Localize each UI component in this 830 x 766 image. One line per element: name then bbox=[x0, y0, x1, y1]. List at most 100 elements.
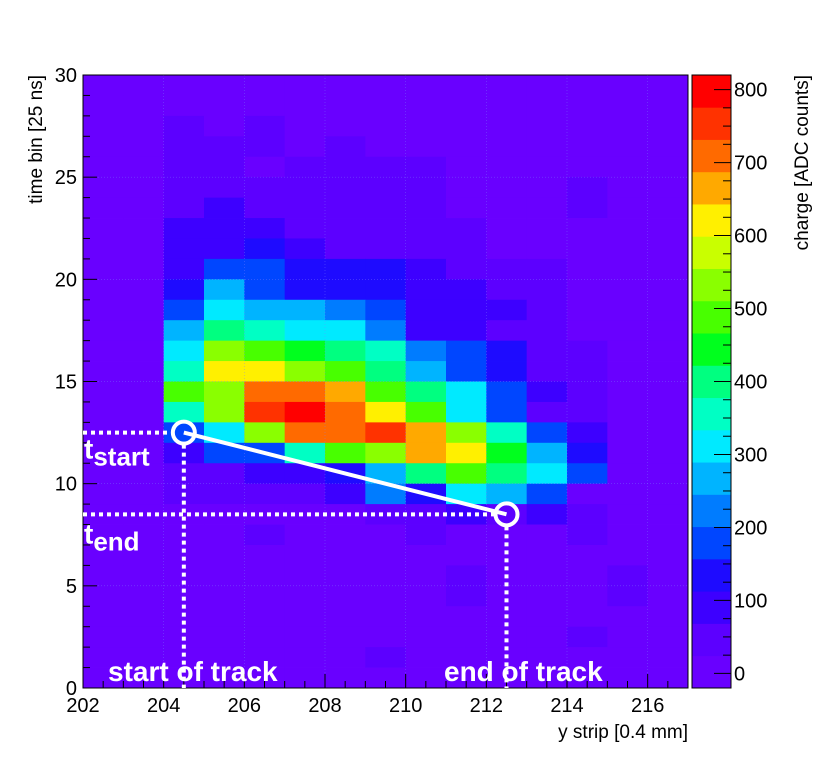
heatmap-cell bbox=[567, 340, 608, 362]
heatmap-cell bbox=[244, 136, 286, 158]
heatmap-cell bbox=[325, 606, 366, 628]
heatmap-cell bbox=[486, 463, 528, 485]
heatmap-cell bbox=[365, 299, 407, 321]
colorbar-tick-label: 500 bbox=[734, 299, 767, 321]
heatmap-cell bbox=[446, 483, 487, 505]
heatmap-cell bbox=[325, 156, 366, 178]
heatmap-cell bbox=[365, 381, 407, 403]
heatmap-cell bbox=[365, 667, 407, 689]
heatmap-cell bbox=[526, 504, 568, 525]
heatmap-cell bbox=[446, 75, 487, 96]
heatmap-cell bbox=[123, 115, 165, 137]
heatmap-cell bbox=[607, 565, 649, 587]
heatmap-cell bbox=[446, 197, 487, 219]
heatmap-cell bbox=[486, 442, 528, 464]
t-end-base: t bbox=[84, 518, 93, 549]
heatmap-cell bbox=[204, 197, 245, 219]
heatmap-cell bbox=[486, 299, 528, 321]
heatmap-cell bbox=[607, 136, 649, 158]
heatmap-cell bbox=[204, 504, 245, 525]
colorbar-tick-label: 400 bbox=[734, 372, 767, 394]
heatmap-cell bbox=[405, 524, 447, 546]
heatmap-cell bbox=[647, 626, 689, 648]
heatmap-cell bbox=[325, 258, 366, 280]
heatmap-cell bbox=[405, 177, 447, 198]
heatmap-cell bbox=[365, 177, 407, 198]
heatmap-cell bbox=[325, 115, 366, 137]
heatmap-cell bbox=[123, 320, 165, 342]
heatmap-cell bbox=[204, 361, 245, 382]
heatmap-cell bbox=[607, 401, 649, 423]
colorbar-axis: 0 100 200 300 400 500 600 700 800 bbox=[714, 80, 767, 685]
heatmap-cell bbox=[365, 422, 407, 444]
heatmap-cell bbox=[244, 299, 286, 321]
t-start-label: tstart bbox=[84, 434, 150, 472]
heatmap-cell bbox=[526, 156, 568, 178]
heatmap-cell bbox=[405, 647, 447, 668]
heatmap-cell bbox=[526, 177, 568, 198]
heatmap-cell bbox=[83, 218, 124, 239]
heatmap-cell bbox=[647, 381, 689, 403]
heatmap-cell bbox=[284, 565, 326, 587]
heatmap-cell bbox=[365, 401, 407, 423]
heatmap-cell bbox=[486, 136, 528, 158]
heatmap-cell bbox=[244, 156, 286, 178]
heatmap-cell bbox=[325, 524, 366, 546]
track-overlay bbox=[83, 419, 520, 688]
heatmap-cell bbox=[325, 279, 366, 301]
heatmap-cell bbox=[204, 401, 245, 423]
heatmap-cell bbox=[244, 483, 286, 505]
heatmap-cell bbox=[244, 422, 286, 444]
heatmap-cell bbox=[163, 115, 205, 137]
heatmap-cell bbox=[83, 197, 124, 219]
t-start-subscript: start bbox=[93, 442, 150, 472]
heatmap-cell bbox=[325, 340, 366, 362]
heatmap-cell bbox=[446, 218, 487, 239]
heatmap-cell bbox=[244, 177, 286, 198]
heatmap-cell bbox=[284, 504, 326, 525]
heatmap-cell bbox=[163, 279, 205, 301]
heatmap-cell bbox=[284, 585, 326, 607]
heatmap-cell bbox=[446, 647, 487, 668]
heatmap-cell bbox=[244, 340, 286, 362]
heatmap-cell bbox=[204, 95, 245, 117]
heatmap-cell bbox=[526, 218, 568, 239]
heatmap-cell bbox=[405, 544, 447, 566]
heatmap-cell bbox=[284, 197, 326, 219]
heatmap-cell bbox=[123, 463, 165, 485]
heatmap-cell bbox=[567, 279, 608, 301]
heatmap-cell bbox=[365, 279, 407, 301]
heatmap-cell bbox=[647, 565, 689, 587]
heatmap-cell bbox=[244, 115, 286, 137]
heatmap-cell bbox=[607, 381, 649, 403]
heatmap-cell bbox=[526, 136, 568, 158]
colorbar-tick-label: 700 bbox=[734, 153, 767, 175]
heatmap-cell bbox=[365, 258, 407, 280]
colorbar-swatch bbox=[692, 397, 731, 431]
heatmap-cell bbox=[204, 238, 245, 260]
heatmap-cell bbox=[325, 667, 366, 689]
heatmap-cell bbox=[405, 197, 447, 219]
heatmap-cell bbox=[83, 422, 124, 444]
heatmap-cell bbox=[123, 667, 165, 689]
heatmap-cell bbox=[526, 667, 568, 689]
heatmap-cell bbox=[607, 115, 649, 137]
heatmap-cell bbox=[446, 544, 487, 566]
heatmap-cell bbox=[405, 626, 447, 648]
heatmap-cell bbox=[567, 258, 608, 280]
heatmap-cell bbox=[446, 238, 487, 260]
heatmap-cell bbox=[486, 218, 528, 239]
heatmap-cell bbox=[486, 238, 528, 260]
x-tick-label: 202 bbox=[66, 695, 99, 717]
heatmap-cell bbox=[405, 279, 447, 301]
heatmap-cell bbox=[405, 156, 447, 178]
heatmap-cell bbox=[607, 320, 649, 342]
heatmap-cell bbox=[526, 565, 568, 587]
heatmap-cell bbox=[486, 626, 528, 648]
heatmap-cell bbox=[365, 504, 407, 525]
heatmap-cell bbox=[446, 585, 487, 607]
heatmap-cell bbox=[83, 524, 124, 546]
heatmap-cell bbox=[284, 361, 326, 382]
t-start-base: t bbox=[84, 434, 93, 465]
heatmap-cell bbox=[204, 647, 245, 668]
